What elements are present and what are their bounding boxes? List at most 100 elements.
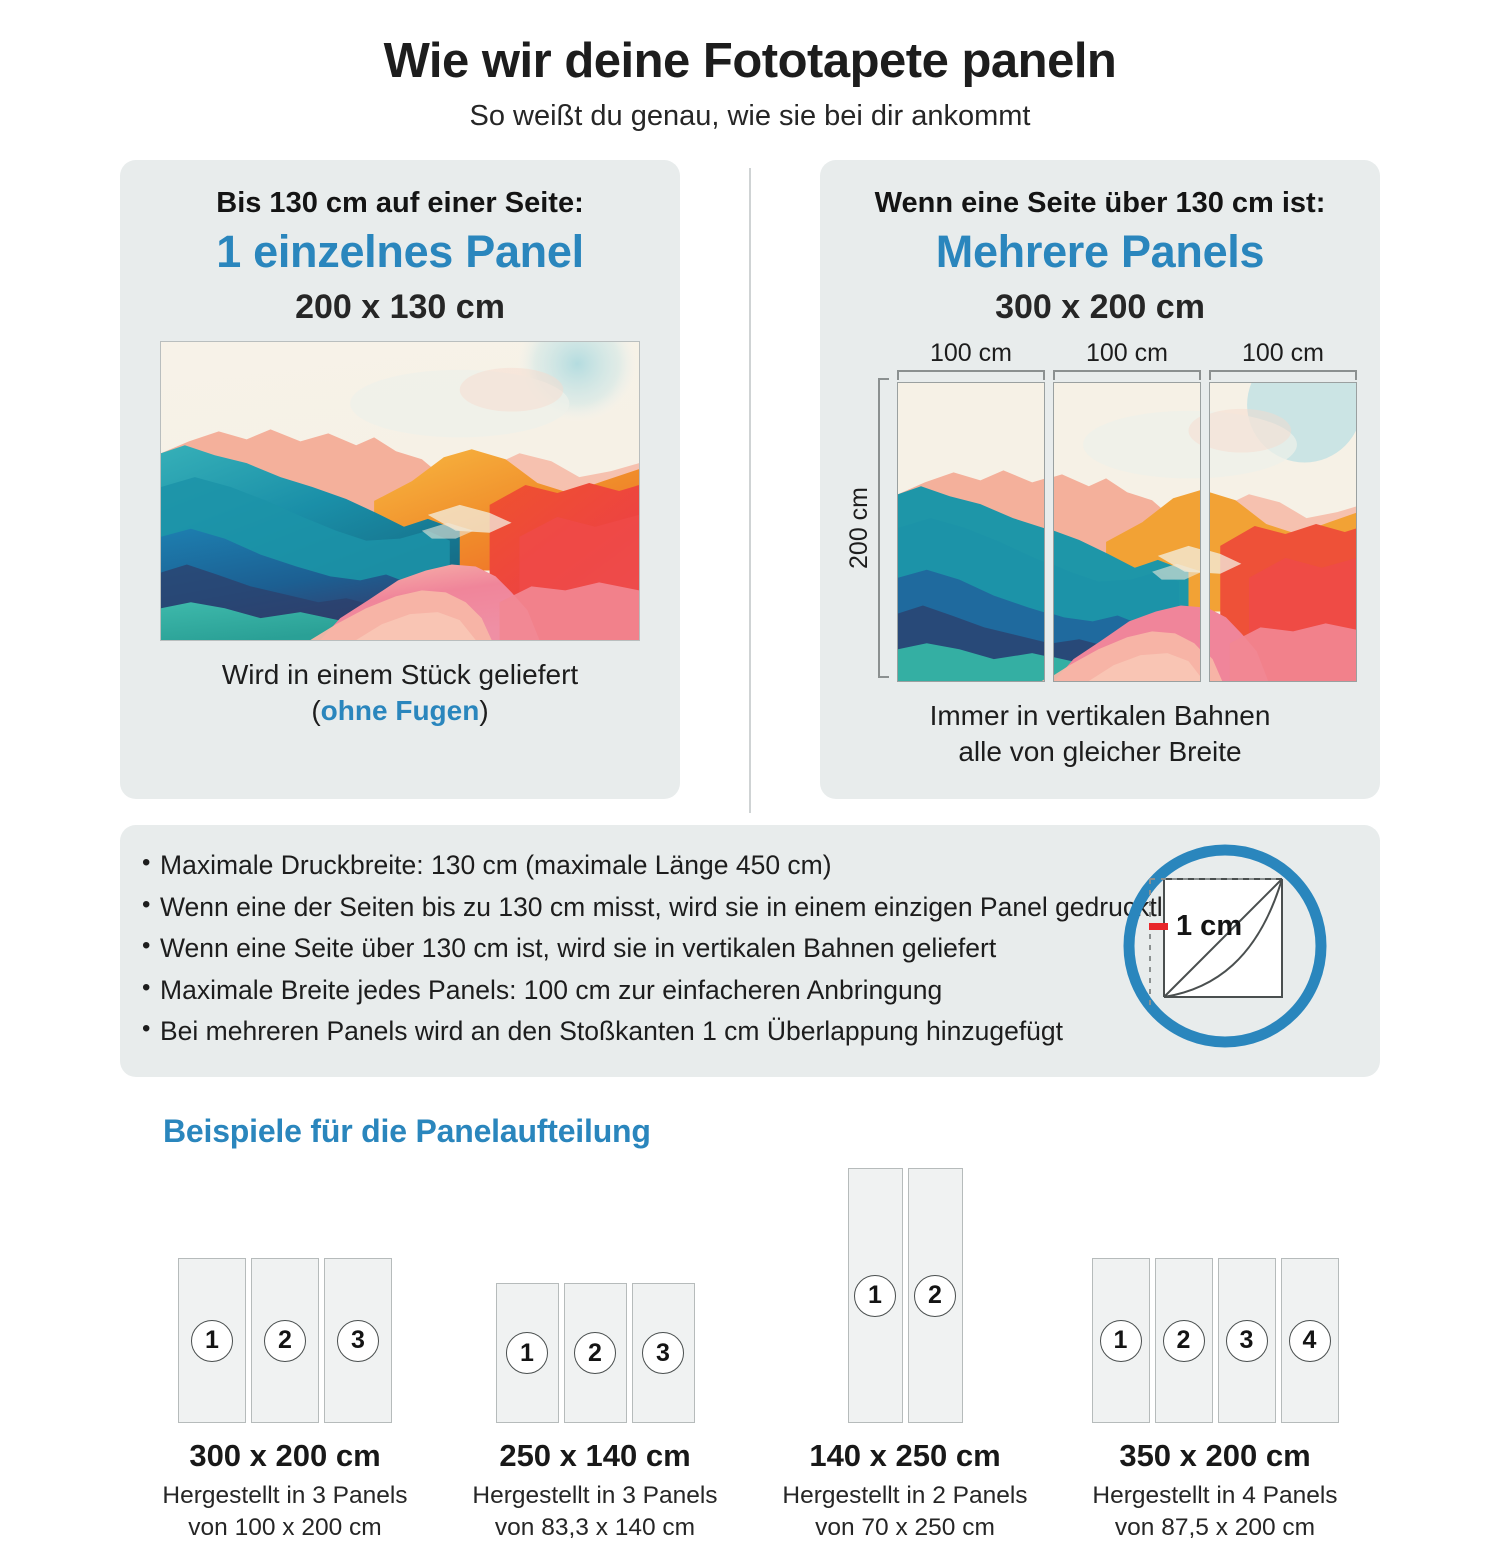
example-panel: 3	[631, 1283, 695, 1424]
example-desc: Hergestellt in 4 Panels von 87,5 x 200 c…	[1092, 1480, 1337, 1544]
multi-size: 300 x 200 cm	[995, 287, 1205, 326]
single-caption: Wird in einem Stück geliefert (ohne Fuge…	[138, 657, 662, 728]
example-diagram: 1 2 3	[495, 1283, 695, 1424]
example-diagram: 1 2	[847, 1168, 963, 1424]
example-desc: Hergestellt in 3 Panels von 83,3 x 140 c…	[472, 1480, 717, 1544]
single-eyebrow: Bis 130 cm auf einer Seite:	[216, 186, 584, 219]
example-300x200: 1 2 3 300 x 200 cm Hergestellt in 3 Pane…	[130, 1258, 440, 1544]
example-diagram: 1 2 3 4	[1091, 1258, 1339, 1424]
artwork-panel-2	[1053, 382, 1201, 683]
single-caption-line1: Wird in einem Stück geliefert	[221, 659, 579, 691]
example-panel: 2	[251, 1258, 319, 1424]
multi-headline: Mehrere Panels	[935, 226, 1265, 278]
artwork-panel-1	[897, 382, 1045, 683]
width-dimension-3: 100 cm	[1209, 339, 1357, 381]
width-dimensions: 100 cm 100 cm 100 cm	[897, 339, 1357, 381]
example-desc: Hergestellt in 2 Panels von 70 x 250 cm	[782, 1480, 1027, 1544]
paren-open: (	[311, 694, 321, 726]
example-size: 250 x 140 cm	[499, 1438, 691, 1474]
artwork-panel-3	[1209, 382, 1357, 683]
example-size: 140 x 250 cm	[809, 1438, 1001, 1474]
artwork-single-panel	[160, 341, 640, 642]
panel-number-badge: 3	[337, 1319, 379, 1362]
note-item: Maximale Druckbreite: 130 cm (maximale L…	[134, 846, 1174, 885]
multi-eyebrow: Wenn eine Seite über 130 cm ist:	[874, 186, 1326, 219]
height-dimension-bracket	[878, 377, 889, 678]
example-desc: Hergestellt in 3 Panels von 100 x 200 cm	[162, 1480, 407, 1544]
width-bracket-2	[1053, 370, 1201, 381]
overlap-badge-icon: 1 cm	[1118, 839, 1332, 1053]
artwork-panel-row	[897, 382, 1357, 683]
example-140x250: 1 2 140 x 250 cm Hergestellt in 2 Panels…	[750, 1168, 1060, 1544]
card-single-panel: Bis 130 cm auf einer Seite: 1 einzelnes …	[120, 159, 680, 799]
page-subtitle: So weißt du genau, wie sie bei dir ankom…	[469, 99, 1031, 132]
page-title: Wie wir deine Fototapete paneln	[383, 34, 1117, 88]
width-dimension-label-3: 100 cm	[1242, 339, 1324, 368]
example-desc-line2: von 100 x 200 cm	[188, 1514, 382, 1542]
card-multi-panel: Wenn eine Seite über 130 cm ist: Mehrere…	[820, 159, 1380, 799]
notes-list: Maximale Druckbreite: 130 cm (maximale L…	[134, 846, 1174, 1051]
example-panel: 1	[1091, 1258, 1150, 1424]
height-dimension-label: 200 cm	[845, 486, 873, 569]
panel-number-badge: 1	[191, 1319, 233, 1362]
width-bracket-3	[1209, 370, 1357, 381]
paren-close: )	[479, 694, 489, 726]
height-dimension: 200 cm	[843, 341, 889, 682]
multi-panel-diagram: 200 cm 100 cm 100 cm 100 cm	[838, 339, 1362, 683]
vertical-divider	[749, 167, 751, 813]
width-dimension-1: 100 cm	[897, 339, 1045, 381]
example-desc-line1: Hergestellt in 4 Panels	[1092, 1482, 1338, 1510]
overlap-badge-label: 1 cm	[1176, 910, 1242, 942]
example-desc-line1: Hergestellt in 2 Panels	[782, 1482, 1028, 1510]
panel-number-badge: 3	[642, 1332, 684, 1375]
example-panel: 2	[563, 1283, 627, 1424]
note-item: Bei mehreren Panels wird an den Stoßkant…	[134, 1012, 1174, 1051]
multi-caption-line2: alle von gleicher Breite	[958, 735, 1242, 767]
example-panel: 3	[1217, 1258, 1276, 1424]
example-size: 300 x 200 cm	[189, 1438, 381, 1474]
example-panel: 1	[178, 1258, 246, 1424]
panel-number-badge: 3	[1225, 1319, 1268, 1362]
panel-number-badge: 4	[1288, 1319, 1331, 1362]
example-desc-line2: von 87,5 x 200 cm	[1114, 1514, 1316, 1542]
panel-number-badge: 2	[264, 1319, 306, 1362]
watercolor-landscape-image	[161, 342, 639, 641]
example-panel: 2	[1154, 1258, 1213, 1424]
panel-number-badge: 1	[506, 1332, 548, 1375]
example-desc-line2: von 83,3 x 140 cm	[494, 1514, 696, 1542]
example-panel: 1	[847, 1168, 903, 1424]
example-panel: 4	[1280, 1258, 1339, 1424]
example-desc-line2: von 70 x 250 cm	[815, 1514, 995, 1542]
example-350x200: 1 2 3 4 350 x 200 cm Hergestellt in 4 Pa…	[1060, 1258, 1370, 1544]
width-dimension-label-2: 100 cm	[1086, 339, 1168, 368]
width-dimension-2: 100 cm	[1053, 339, 1201, 381]
note-item: Wenn eine der Seiten bis zu 130 cm misst…	[134, 888, 1174, 927]
page-header: Wie wir deine Fototapete paneln So weißt…	[0, 0, 1500, 134]
multi-caption-line1: Immer in vertikalen Bahnen	[929, 700, 1271, 732]
width-bracket-1	[897, 370, 1045, 381]
example-desc-line1: Hergestellt in 3 Panels	[162, 1482, 408, 1510]
example-panel: 1	[495, 1283, 559, 1424]
example-diagram: 1 2 3	[178, 1258, 392, 1424]
single-caption-accent: ohne Fugen	[320, 694, 480, 726]
panel-number-badge: 2	[574, 1332, 616, 1375]
multi-caption: Immer in vertikalen Bahnen alle von glei…	[838, 698, 1362, 769]
example-desc-line1: Hergestellt in 3 Panels	[472, 1482, 718, 1510]
panel-number-badge: 1	[1099, 1319, 1142, 1362]
panel-number-badge: 1	[854, 1274, 896, 1317]
example-250x140: 1 2 3 250 x 140 cm Hergestellt in 3 Pane…	[440, 1283, 750, 1544]
example-panel: 2	[907, 1168, 963, 1424]
panel-number-badge: 2	[914, 1274, 956, 1317]
single-headline: 1 einzelnes Panel	[216, 226, 584, 278]
single-caption-line2: (ohne Fugen)	[138, 693, 662, 728]
single-size: 200 x 130 cm	[295, 287, 505, 326]
examples-title: Beispiele für die Panelaufteilung	[163, 1113, 651, 1150]
panel-number-badge: 2	[1162, 1319, 1205, 1362]
width-dimension-label-1: 100 cm	[930, 339, 1012, 368]
notes-box: Maximale Druckbreite: 130 cm (maximale L…	[120, 824, 1380, 1078]
note-item: Wenn eine Seite über 130 cm ist, wird si…	[134, 929, 1174, 968]
example-size: 350 x 200 cm	[1119, 1438, 1311, 1474]
comparison-row: Bis 130 cm auf einer Seite: 1 einzelnes …	[120, 159, 1380, 813]
note-item: Maximale Breite jedes Panels: 100 cm zur…	[134, 971, 1174, 1010]
examples-row: 1 2 3 300 x 200 cm Hergestellt in 3 Pane…	[0, 1168, 1500, 1544]
